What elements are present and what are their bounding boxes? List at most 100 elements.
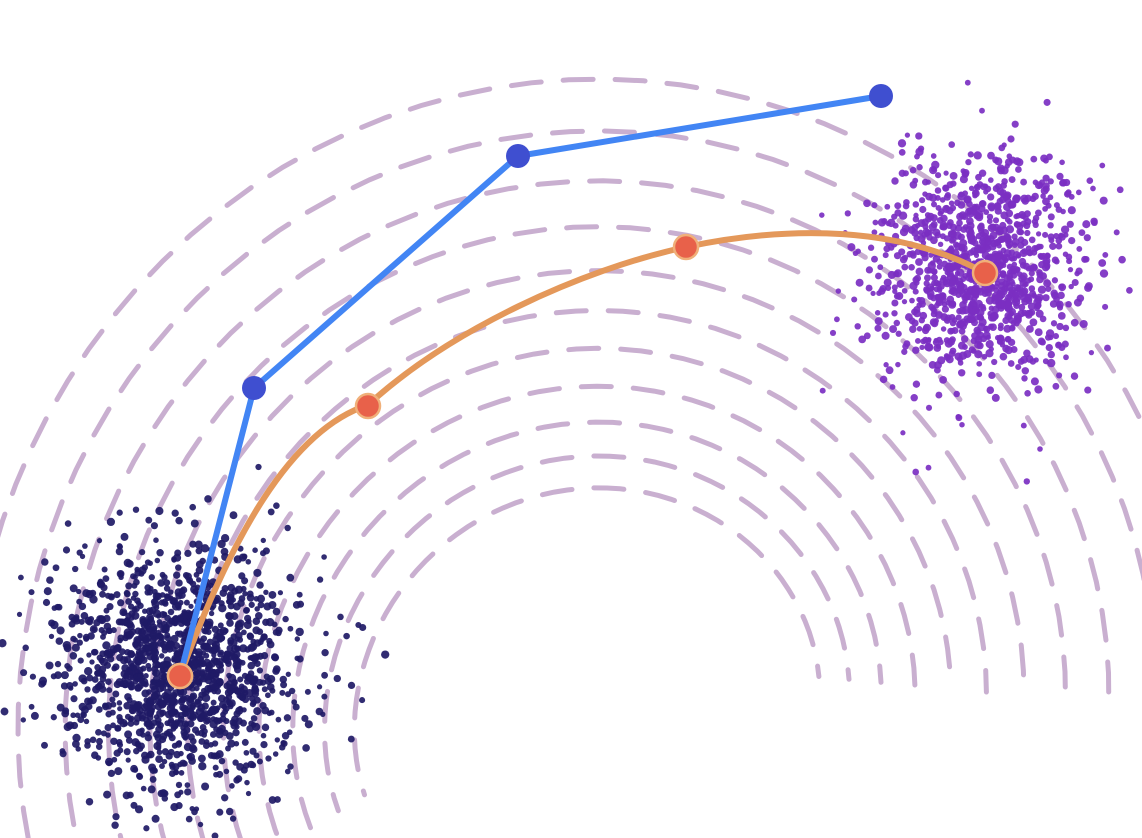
cloud-point — [858, 335, 867, 344]
cloud-point — [170, 803, 179, 812]
cloud-point — [284, 691, 292, 698]
cloud-point — [146, 710, 154, 718]
cloud-point — [1018, 210, 1026, 219]
cloud-point — [226, 672, 232, 679]
cloud-point — [256, 678, 264, 686]
cloud-point — [1104, 344, 1111, 352]
cloud-point — [971, 306, 980, 315]
cloud-point — [106, 517, 116, 527]
cloud-point — [918, 317, 925, 324]
cloud-point — [211, 832, 219, 838]
cloud-point — [901, 298, 908, 305]
cloud-point — [200, 687, 207, 694]
cloud-point — [111, 756, 118, 763]
cloud-point — [968, 185, 975, 191]
cloud-point — [1017, 236, 1025, 243]
cloud-point — [241, 629, 247, 636]
cloud-point — [77, 716, 85, 724]
cloud-point — [117, 717, 125, 725]
cloud-point — [178, 770, 185, 776]
cloud-point — [68, 613, 76, 621]
cloud-point — [928, 252, 934, 258]
cloud-point — [22, 644, 29, 652]
cloud-point — [223, 718, 230, 725]
cloud-point — [877, 264, 884, 271]
cloud-point — [217, 694, 226, 703]
cloud-point — [172, 656, 180, 663]
contour-line — [62, 178, 1112, 838]
cloud-point — [104, 702, 113, 710]
cloud-point — [955, 414, 963, 422]
cloud-point — [85, 797, 94, 806]
cloud-point — [1013, 213, 1019, 220]
contour-line — [351, 485, 822, 798]
cloud-point — [867, 244, 875, 251]
cloud-point — [1082, 220, 1091, 229]
cloud-point — [105, 710, 112, 718]
cloud-point — [915, 267, 924, 276]
cloud-point — [948, 349, 956, 357]
cloud-point — [1029, 263, 1038, 272]
cloud-point — [343, 632, 350, 640]
cloud-point — [894, 202, 902, 210]
cloud-point — [929, 166, 938, 175]
cloud-point — [1036, 269, 1043, 276]
cloud-point — [916, 164, 923, 171]
cloud-point — [110, 737, 118, 746]
cloud-point — [262, 547, 270, 555]
cloud-point — [900, 430, 906, 436]
cloud-point — [222, 627, 229, 634]
cloud-point — [930, 274, 938, 282]
cloud-point — [226, 593, 235, 602]
cloud-point — [912, 201, 920, 208]
cloud-point — [835, 288, 842, 294]
cloud-point — [161, 673, 167, 679]
cloud-point — [918, 197, 926, 204]
cloud-point — [981, 353, 988, 360]
cloud-point — [158, 653, 165, 659]
linear-path-line — [177, 93, 884, 679]
cloud-point — [902, 202, 910, 210]
cloud-point — [287, 625, 294, 632]
cloud-point — [153, 714, 160, 720]
cloud-point — [142, 701, 151, 710]
cloud-point — [189, 580, 197, 588]
cloud-point — [1015, 363, 1022, 371]
cloud-point — [272, 607, 281, 616]
cloud-point — [80, 612, 89, 620]
cloud-point — [1059, 159, 1065, 166]
cloud-point — [1020, 422, 1027, 429]
cloud-point — [295, 627, 304, 637]
cloud-point — [1001, 178, 1008, 185]
cloud-point — [1047, 358, 1056, 368]
cloud-point — [994, 280, 1001, 287]
cloud-point — [195, 547, 203, 555]
cloud-point — [1057, 312, 1066, 320]
cloud-point — [229, 815, 237, 822]
cloud-point — [1042, 231, 1049, 238]
cloud-point — [1016, 228, 1024, 236]
cloud-point — [887, 218, 896, 228]
cloud-point — [117, 599, 125, 607]
cloud-point — [1012, 265, 1020, 274]
cloud-point — [1052, 382, 1060, 390]
cloud-point — [76, 588, 82, 595]
cloud-point — [125, 620, 134, 629]
cloud-point — [829, 329, 837, 336]
cloud-point — [50, 714, 57, 721]
cloud-point — [939, 224, 945, 231]
cloud-point — [912, 288, 919, 295]
cloud-point — [104, 724, 112, 732]
cloud-point — [1005, 225, 1015, 234]
cloud-point — [949, 300, 957, 308]
cloud-point — [184, 782, 191, 788]
cloud-point — [954, 270, 961, 276]
cloud-point — [995, 226, 1004, 235]
cloud-point — [125, 736, 133, 744]
cloud-point — [117, 747, 124, 754]
cloud-point — [881, 331, 890, 340]
cloud-point — [175, 579, 183, 587]
cloud-point — [159, 732, 168, 741]
cloud-point — [255, 612, 263, 620]
cloud-point — [333, 674, 341, 683]
